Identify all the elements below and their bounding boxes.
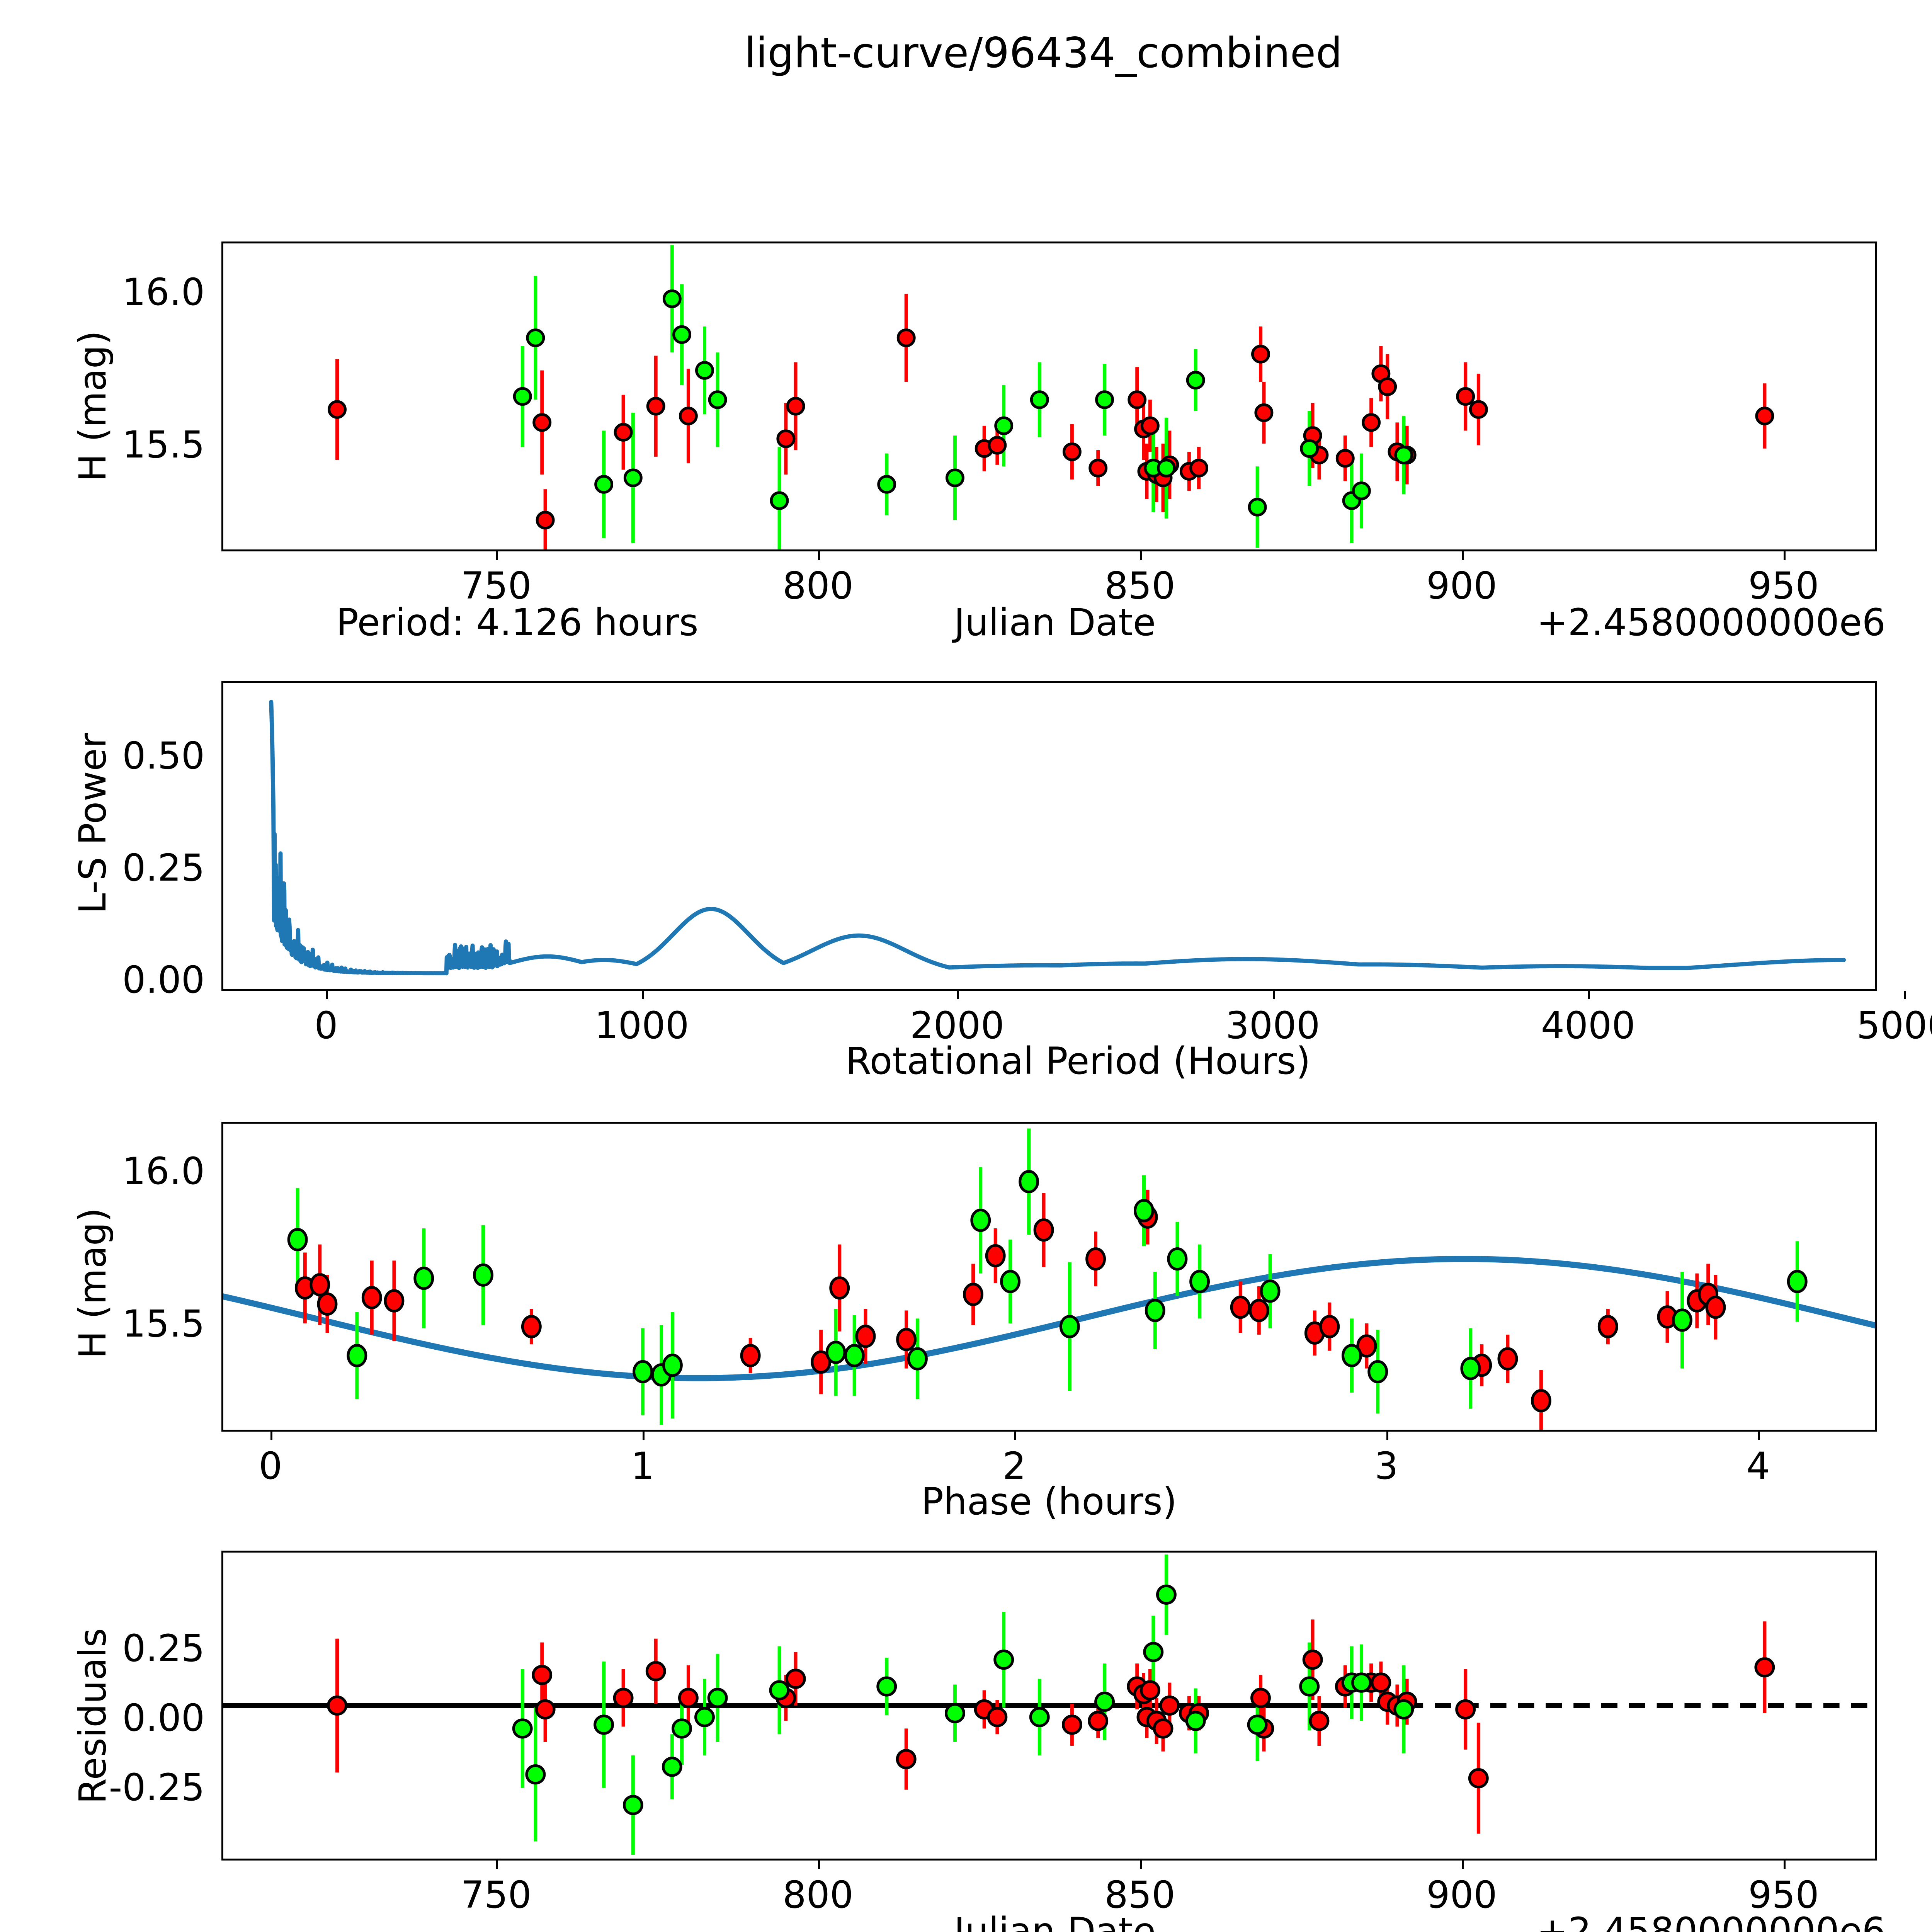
panel4-xtick-mark-900 xyxy=(1462,1861,1464,1869)
panel4-ytick-neg0.25: -0.25 xyxy=(109,1766,205,1809)
panel2-xtick-3000: 3000 xyxy=(1225,1004,1320,1047)
panel3-xtick-0: 0 xyxy=(259,1444,282,1488)
panel1-xtick-900: 900 xyxy=(1426,564,1497,607)
panel4-plot-area xyxy=(223,1554,1875,1855)
panel4-x-offset-text: +2.4580000000e6 xyxy=(1537,1910,1886,1932)
panel4-ytick-0.25: 0.25 xyxy=(122,1627,205,1670)
panel2-xtick-0: 0 xyxy=(314,1004,338,1047)
panel1-xtick-mark-900 xyxy=(1462,551,1464,560)
panel3-xtick-3: 3 xyxy=(1374,1444,1398,1488)
panel2-y-axis-label: L-S Power xyxy=(71,733,114,914)
panel4-xtick-850: 850 xyxy=(1104,1873,1175,1917)
panel4-xtick-900: 900 xyxy=(1426,1873,1497,1917)
panel2-ytick-0.50: 0.50 xyxy=(122,734,205,777)
panel3-xtick-mark-2 xyxy=(1014,1432,1016,1440)
panel1-xtick-mark-950 xyxy=(1784,551,1786,560)
panel3-ytick-16.0: 16.0 xyxy=(122,1150,205,1193)
panel-periodogram xyxy=(221,681,1877,991)
panel2-plot-area xyxy=(269,700,1846,976)
panel2-xtick-mark-1000 xyxy=(642,991,644,999)
panel1-x-axis-label: Julian Date xyxy=(954,601,1156,644)
panel2-xtick-mark-0 xyxy=(326,991,328,999)
panel3-plot-area xyxy=(223,1128,1875,1430)
panel1-xtick-mark-800 xyxy=(818,551,820,560)
panel4-xtick-750: 750 xyxy=(461,1873,532,1917)
panel2-ytick-0.00: 0.00 xyxy=(122,958,205,1002)
panel3-y-axis-label: H (mag) xyxy=(71,1208,114,1359)
panel3-xtick-4: 4 xyxy=(1746,1444,1770,1488)
panel1-xtick-800: 800 xyxy=(782,564,854,607)
panel4-xtick-mark-800 xyxy=(818,1861,820,1869)
panel2-xtick-2000: 2000 xyxy=(910,1004,1005,1047)
figure-title: light-curve/96434_combined xyxy=(744,29,1342,77)
panel2-xtick-4000: 4000 xyxy=(1541,1004,1636,1047)
panel1-xtick-750: 750 xyxy=(461,564,532,607)
panel2-xtick-mark-3000 xyxy=(1273,991,1275,999)
panel1-xtick-mark-850 xyxy=(1140,551,1142,560)
panel-lightcurve xyxy=(221,242,1877,551)
panel4-xtick-mark-950 xyxy=(1784,1861,1786,1869)
panel1-x-offset-text: +2.4580000000e6 xyxy=(1537,601,1886,644)
panel1-y-axis-label: H (mag) xyxy=(71,330,114,482)
panel2-xtick-1000: 1000 xyxy=(594,1004,689,1047)
panel2-ytick-0.25: 0.25 xyxy=(122,846,205,889)
panel4-x-axis-label: Julian Date xyxy=(954,1910,1156,1932)
panel1-ytick-16.0: 16.0 xyxy=(122,270,205,314)
period-annotation: Period: 4.126 hours xyxy=(336,601,699,644)
panel-phasefold xyxy=(221,1122,1877,1432)
panel3-xtick-mark-4 xyxy=(1758,1432,1760,1440)
panel4-xtick-950: 950 xyxy=(1748,1873,1819,1917)
panel4-xtick-800: 800 xyxy=(782,1873,854,1917)
panel2-xtick-mark-5000 xyxy=(1904,991,1906,999)
panel4-xtick-mark-750 xyxy=(496,1861,498,1869)
panel1-xtick-850: 850 xyxy=(1104,564,1175,607)
panel1-plot-area xyxy=(328,245,1774,549)
panel3-xtick-2: 2 xyxy=(1002,1444,1026,1488)
panel3-xtick-mark-1 xyxy=(643,1432,645,1440)
panel2-xtick-mark-4000 xyxy=(1588,991,1590,999)
panel-residuals xyxy=(221,1551,1877,1861)
panel2-xtick-mark-2000 xyxy=(957,991,959,999)
panel2-xtick-5000: 5000 xyxy=(1856,1004,1932,1047)
panel3-ytick-15.5: 15.5 xyxy=(122,1302,205,1345)
panel3-xtick-1: 1 xyxy=(631,1444,655,1488)
panel3-xtick-mark-0 xyxy=(270,1432,272,1440)
panel3-xtick-mark-3 xyxy=(1386,1432,1388,1440)
panel3-x-axis-label: Phase (hours) xyxy=(921,1480,1177,1523)
panel1-ytick-15.5: 15.5 xyxy=(122,423,205,466)
panel4-ytick-0.00: 0.00 xyxy=(122,1696,205,1740)
panel2-x-axis-label: Rotational Period (Hours) xyxy=(845,1039,1311,1083)
panel1-xtick-mark-750 xyxy=(496,551,498,560)
panel1-xtick-950: 950 xyxy=(1748,564,1819,607)
panel4-xtick-mark-850 xyxy=(1140,1861,1142,1869)
